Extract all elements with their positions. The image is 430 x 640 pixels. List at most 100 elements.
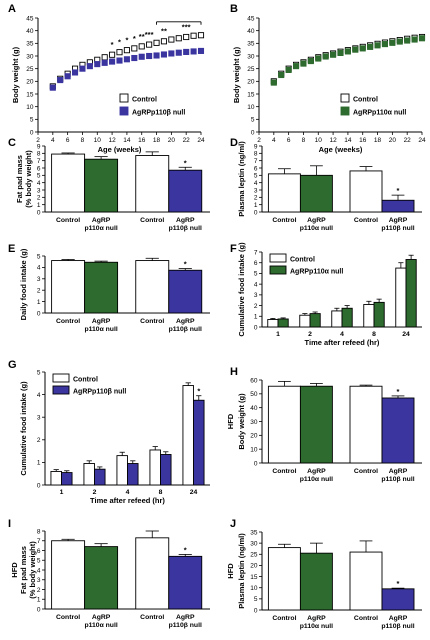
panel-b-y-axis-label: Body weight (g) — [232, 46, 241, 103]
panel-a-point — [160, 51, 168, 58]
panel-h-category-label-line: p110α null — [300, 476, 333, 483]
panel-c-y-tick-label: 8 — [37, 151, 41, 158]
panel-h-bar — [381, 397, 415, 464]
panel-i-category-label-line: AgRP — [176, 614, 195, 621]
panel-j-category-label-line: Control — [354, 615, 378, 622]
panel-a-legend-swatch — [119, 93, 129, 103]
panel-b-x-tick-label: 22 — [404, 137, 412, 144]
panel-e-category-label-line: AgRP — [92, 318, 111, 325]
panel-a-x-tick-label: 4 — [51, 137, 55, 144]
panel-h-category-label: Control — [272, 468, 296, 475]
panel-j-category-label-line: AgRP — [307, 615, 326, 622]
panel-h-y-tick-label: 50 — [250, 391, 258, 398]
panel-h-y-tick-label: 0 — [254, 460, 258, 467]
panel-a-point — [153, 52, 160, 59]
panel-c-y-tick-label: 3 — [37, 187, 41, 194]
panel-f-category-label: 4 — [340, 331, 344, 338]
panel-e-y-axis-label: Daily food intake (g) — [19, 248, 28, 320]
panel-h-y-axis-label: HFD — [226, 413, 235, 429]
panel-i-y-tick-label: 2 — [37, 587, 41, 594]
panel-g-bar — [61, 472, 73, 486]
panel-a-point — [146, 52, 153, 60]
panel-g-y-tick-label: 1 — [37, 460, 41, 467]
panel-i-y-axis-label: Fat pad mass — [19, 546, 28, 594]
panel-e-significance-star: * — [184, 260, 187, 269]
panel-b-point — [352, 46, 359, 53]
panel-h-y-axis-label: Body weight (g) — [237, 393, 246, 450]
panel-j-y-tick-label: 10 — [250, 585, 258, 592]
panel-f-bar — [299, 314, 311, 328]
panel-g-bar — [116, 455, 128, 486]
panel-j-y-tick-label: 5 — [254, 596, 258, 603]
panel-i-category-label-line: p110β null — [169, 622, 202, 629]
panel-h-category-label-line: p110β null — [381, 476, 414, 483]
panel-a-y-tick-label: 5 — [30, 117, 34, 124]
panel-d-y-tick-label: 9 — [254, 143, 258, 150]
panel-d-category-label: AgRP p110β null — [381, 217, 414, 232]
panel-a-x-tick-label: 2 — [36, 137, 40, 144]
panel-a-point — [190, 32, 197, 39]
panel-e-bar — [51, 260, 86, 314]
panel-i: I 0 1 2 3 4 5 6 7 8 HFD Fat pad mass (% body weight)… — [8, 518, 210, 629]
panel-h-y-tick-label: 60 — [250, 377, 258, 384]
panel-f-y-tick-label: 4 — [254, 281, 258, 288]
panel-d-category-label-line: Control — [272, 217, 296, 224]
panel-d-category-label-line: AgRP — [389, 217, 408, 224]
panel-g-legend-label: Control — [73, 377, 98, 384]
panel-e-category-label: Control — [140, 318, 164, 325]
panel-b-x-tick-label: 2 — [257, 137, 261, 144]
panel-g-bar — [182, 385, 194, 486]
panel-f-category-label: 8 — [372, 331, 376, 338]
panel-c-y-tick-label: 0 — [37, 209, 41, 216]
panel-c-bar — [51, 153, 86, 213]
panel-f-legend-label: Control — [290, 257, 315, 264]
panel-f-y-tick-label: 5 — [254, 271, 258, 278]
panel-g-x-axis-label: Time after refeed (hr) — [90, 496, 165, 505]
panel-f-bar — [373, 301, 385, 328]
panel-j-label: J — [230, 518, 236, 530]
panel-b-point — [300, 60, 307, 67]
panel-f-bar — [277, 318, 289, 328]
panel-f-legend-swatch — [269, 253, 287, 263]
panel-j-y-axis-label: HFD — [226, 563, 235, 579]
panel-a-point — [116, 57, 123, 64]
panel-a-point — [138, 53, 145, 60]
panel-g-y-tick-label: 5 — [37, 369, 41, 376]
panel-a-significance-star: *** — [182, 22, 191, 31]
panel-a-y-tick-label: 20 — [26, 79, 34, 86]
panel-b-x-tick-label: 24 — [418, 137, 426, 144]
panel-i-category-label: AgRP p110β null — [169, 614, 202, 629]
panel-d-y-tick-label: 2 — [254, 195, 258, 202]
panel-g-category-label: 1 — [60, 489, 64, 496]
panel-i-significance-star: * — [184, 545, 187, 554]
panel-h-category-label: AgRP p110α null — [300, 468, 333, 483]
panel-g-legend-swatch — [52, 373, 70, 383]
panel-j-category-label-line: p110α null — [300, 623, 333, 630]
panel-f-label: F — [230, 243, 237, 255]
panel-g-bar — [127, 463, 139, 486]
panel-d-category-label: AgRP p110α null — [300, 217, 333, 232]
panel-b-point — [307, 58, 314, 65]
panel-e-y-tick-label: 0 — [37, 310, 41, 317]
panel-a-significance-star: * — [118, 38, 121, 47]
panel-a-x-tick-label: 18 — [153, 137, 161, 144]
panel-i-y-tick-label: 5 — [37, 558, 41, 565]
panel-h-category-label: Control — [354, 468, 378, 475]
panel-i-category-label-line: p110α null — [84, 622, 117, 629]
panel-d-bar — [267, 173, 301, 213]
panel-c-category-label-line: AgRP — [92, 217, 111, 224]
panel-a-point — [57, 77, 64, 84]
panel-d-bar — [349, 170, 383, 213]
panel-f-y-tick-label: 3 — [254, 292, 258, 299]
panel-b-point — [337, 49, 344, 57]
panel-d-y-tick-label: 7 — [254, 158, 258, 165]
panel-g-y-axis-label: Cumulative food intake (g) — [19, 381, 28, 476]
panel-c-y-axis-label: (% body weight) — [24, 150, 33, 208]
panel-a-point — [109, 51, 116, 58]
panel-a-y-tick-label: 30 — [26, 53, 34, 60]
panel-h-bar — [299, 385, 333, 464]
